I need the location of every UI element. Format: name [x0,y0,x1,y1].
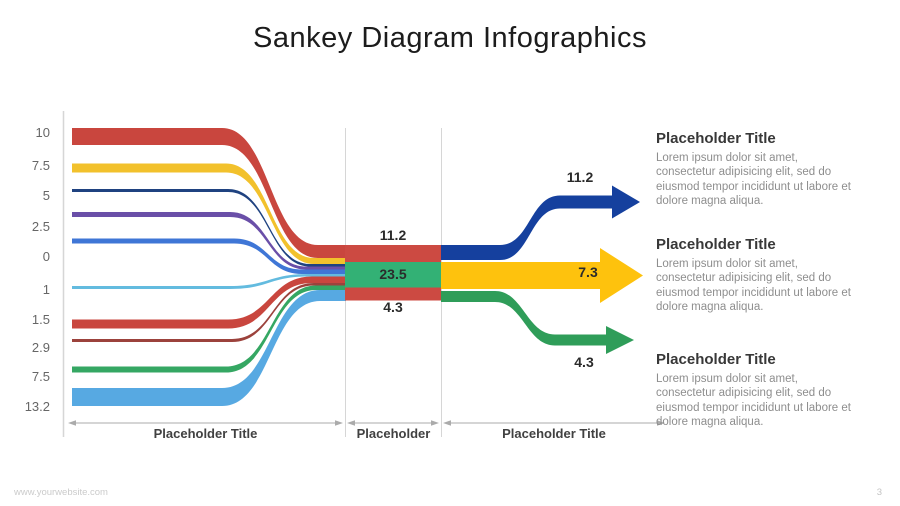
info-block-title: Placeholder Title [656,236,776,253]
flow-left-2-5 [72,212,346,270]
tick-label: 0 [42,249,50,264]
slide-title: Sankey Diagram Infographics [253,22,647,54]
arrowhead-icon [657,420,665,426]
tick-label: 7.5 [31,369,50,384]
section-label-3: Placeholder Title [502,426,606,441]
info-block-title: Placeholder Title [656,130,776,147]
arrowhead-icon [347,420,355,426]
tick-label: 2.9 [31,340,50,355]
flow-left-10 [72,128,346,258]
middle-top-value: 11.2 [379,227,407,243]
info-block-body: Lorem ipsum dolor sit amet, consectetur … [656,152,851,208]
flow-left-0 [72,238,346,274]
info-block-title: Placeholder Title [656,351,776,368]
tick-label: 1 [42,282,50,297]
yellow-arrow-value: 7.3 [578,264,598,280]
section-label-2: Placeholder [356,426,431,441]
middle-band-red-bottom [345,287,441,301]
arrowhead-icon [431,420,439,426]
info-block-3: Placeholder Title Lorem ipsum dolor sit … [656,351,852,430]
arrowhead-icon [443,420,451,426]
tick-label: 10 [35,125,50,140]
middle-band-red-top [345,245,441,262]
axis-arrows [68,420,665,426]
flow-left-1 [72,274,346,289]
flow-right-blue-arrow [441,185,640,260]
tick-label: 7.5 [31,158,50,173]
flow-left-1-5 [72,276,346,329]
middle-bottom-value: 4.3 [383,299,403,315]
flow-right-green-arrow [441,291,634,354]
flow-left-5 [72,189,346,267]
arrowhead-icon [68,420,76,426]
info-block-1: Placeholder Title Lorem ipsum dolor sit … [656,130,852,209]
middle-center-value: 23.5 [379,266,407,282]
flow-left-13-2 [72,290,346,406]
footer-website: www.yourwebsite.com [14,487,108,498]
info-block-body: Lorem ipsum dolor sit amet, consectetur … [656,373,851,429]
tick-label: 2.5 [31,219,50,234]
info-block-2: Placeholder Title Lorem ipsum dolor sit … [656,236,852,315]
tick-label: 1.5 [31,312,50,327]
info-block-body: Lorem ipsum dolor sit amet, consectetur … [656,258,851,314]
footer-page-number: 3 [876,487,882,498]
green-arrow-value: 4.3 [574,354,594,370]
blue-arrow-value: 11.2 [566,169,594,185]
middle-band-green [345,262,441,288]
tick-label: 13.2 [24,399,50,414]
tick-label: 5 [42,188,50,203]
arrowhead-icon [335,420,343,426]
flow-right-yellow-arrow [441,248,643,303]
section-label-1: Placeholder Title [153,426,258,441]
